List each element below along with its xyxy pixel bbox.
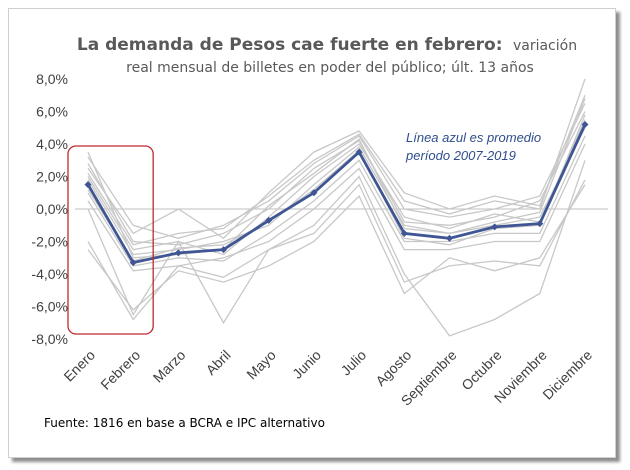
average-point: [536, 220, 544, 228]
series-group: [87, 78, 586, 337]
y-tick-label: 8,0%: [36, 71, 68, 87]
year-series-line: [87, 119, 586, 256]
chart-subtitle-part1: variación: [513, 38, 577, 54]
year-series-line: [87, 103, 586, 239]
x-tick-label: Julio: [338, 347, 370, 379]
average-point: [220, 246, 228, 254]
y-tick-label: -4,0%: [31, 266, 68, 282]
average-point: [84, 181, 92, 189]
x-axis-ticks: Enero Febrero Marzo Abril Mayo Junio Julio Agos…: [60, 347, 595, 409]
average-point: [491, 223, 499, 231]
year-series-line: [87, 114, 586, 262]
year-series-line: [87, 135, 586, 267]
chart-subtitle: real mensual de billetes en poder del pú…: [126, 60, 534, 76]
y-tick-label: 2,0%: [36, 169, 68, 185]
average-series-group: [84, 121, 589, 267]
source-note: Fuente: 1816 en base a BCRA e IPC altern…: [44, 416, 325, 430]
year-series-line: [87, 78, 586, 246]
average-point: [581, 121, 589, 128]
year-series-line: [87, 179, 586, 321]
average-point: [174, 249, 182, 257]
x-tick-label: Junio: [289, 347, 324, 382]
average-point: [445, 234, 453, 242]
chart-title-bold: La demanda de Pesos cae fuerte en febrer…: [77, 35, 503, 55]
year-series-line: [87, 160, 586, 337]
highlight-box: [67, 145, 154, 335]
year-series-line: [87, 143, 586, 272]
x-tick-label: Diciembre: [539, 347, 595, 403]
average-point: [129, 259, 137, 267]
chart-title: La demanda de Pesos cae fuerte en febrer…: [77, 35, 577, 55]
year-series-line: [87, 95, 586, 240]
y-tick-label: -6,0%: [31, 299, 68, 315]
x-tick-label: Abril: [203, 347, 234, 378]
year-series-line: [87, 184, 586, 311]
annotation-line-2: período 2007-2019: [405, 148, 516, 163]
y-tick-label: -8,0%: [31, 331, 68, 347]
x-tick-label: Mayo: [243, 347, 279, 383]
annotation-line-1: Línea azul es promedio: [406, 130, 541, 145]
average-point: [355, 148, 363, 156]
y-tick-label: -2,0%: [31, 234, 68, 250]
average-point: [265, 216, 273, 224]
y-tick-label: 0,0%: [36, 201, 68, 217]
y-tick-label: 6,0%: [36, 104, 68, 120]
x-tick-label: Agosto: [372, 347, 414, 389]
y-axis-ticks: 8,0% 6,0% 4,0% 2,0% 0,0% -2,0% -4,0% -6,0% -8,0%: [31, 71, 68, 347]
highlight-rectangle: [67, 145, 154, 335]
y-tick-label: 4,0%: [36, 136, 68, 152]
x-tick-label: Enero: [60, 347, 98, 385]
average-point: [310, 189, 318, 197]
year-series-line: [87, 111, 586, 246]
x-tick-label: Febrero: [97, 347, 143, 393]
average-series-line: [86, 123, 587, 265]
x-tick-label: Marzo: [150, 347, 189, 386]
average-point: [400, 229, 408, 237]
